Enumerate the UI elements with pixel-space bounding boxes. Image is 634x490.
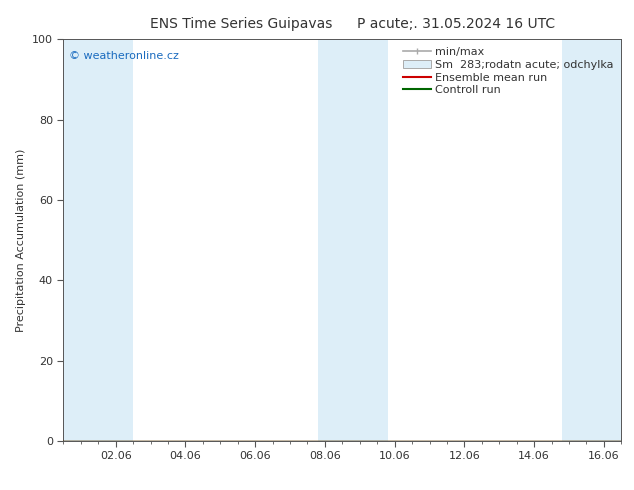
Legend: min/max, Sm  283;rodatn acute; odchylka, Ensemble mean run, Controll run: min/max, Sm 283;rodatn acute; odchylka, … [401,45,616,98]
Y-axis label: Precipitation Accumulation (mm): Precipitation Accumulation (mm) [16,148,27,332]
Text: ENS Time Series Guipavas: ENS Time Series Guipavas [150,17,332,31]
Bar [562,39,621,441]
Bar [318,39,388,441]
Text: P acute;. 31.05.2024 16 UTC: P acute;. 31.05.2024 16 UTC [358,17,555,31]
Bar [63,39,133,441]
Text: © weatheronline.cz: © weatheronline.cz [69,51,179,61]
